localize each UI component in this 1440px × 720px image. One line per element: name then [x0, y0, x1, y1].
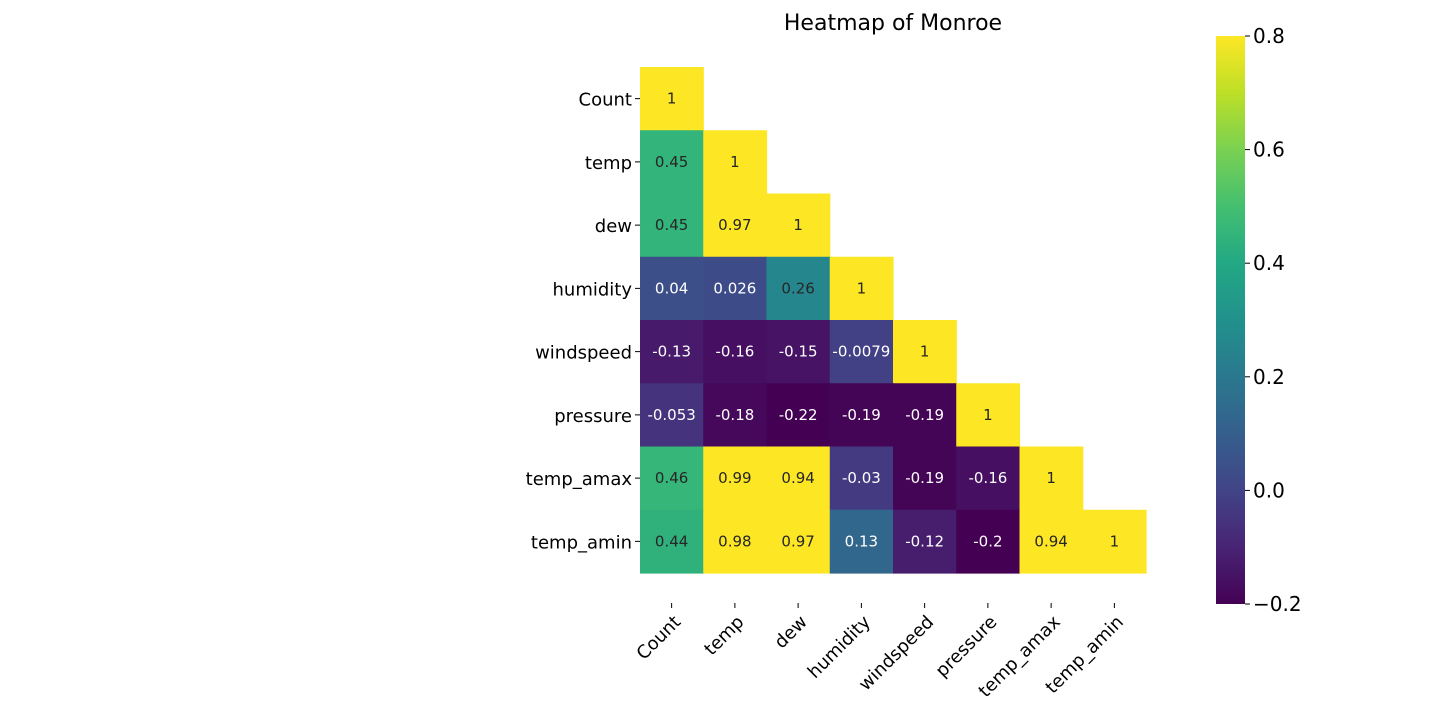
cell-value-label: -0.053: [647, 406, 695, 424]
colorbar-tick-label: 0.6: [1253, 138, 1285, 162]
cell-value-label: -0.16: [968, 469, 1007, 487]
heatmap-cell: [640, 446, 704, 511]
cell-value-label: 1: [1046, 469, 1056, 487]
heatmap-cell: [829, 256, 894, 321]
y-tick-label: temp_amax: [526, 469, 633, 490]
cell-value-label: -0.15: [779, 343, 818, 361]
cell-value-label: 0.026: [713, 279, 756, 297]
heatmap-cell: [640, 383, 704, 448]
cell-value-label: -0.13: [652, 343, 691, 361]
cell-value-label: -0.22: [779, 406, 818, 424]
cell-value-label: -0.19: [905, 469, 944, 487]
heatmap-cell: [640, 67, 704, 131]
heatmap-cell: [893, 446, 957, 511]
y-tick-label: temp_amin: [531, 532, 632, 553]
heatmap-cell: [703, 446, 768, 511]
heatmap-cell: [703, 130, 768, 195]
cell-value-label: 0.94: [781, 469, 814, 487]
heatmap-cell: [1019, 446, 1084, 511]
heatmap-cell: [640, 320, 704, 384]
cell-value-label: -0.2: [973, 532, 1002, 550]
cell-value-label: 1: [983, 406, 993, 424]
y-tick-label: Count: [579, 90, 632, 111]
cell-value-label: 1: [730, 153, 740, 171]
cell-value-label: 0.99: [718, 469, 751, 487]
heatmap-cell: [956, 509, 1021, 574]
heatmap-cell: [703, 509, 768, 574]
heatmap-cell: [766, 320, 831, 384]
cell-value-label: 0.97: [718, 216, 751, 234]
colorbar: 0.8 0.6 0.4 0.2 0.0 −0.2: [1216, 24, 1302, 616]
heatmap-cell: [1082, 509, 1147, 574]
heatmap-cell: [640, 130, 704, 195]
cell-value-label: 0.97: [781, 532, 814, 550]
heatmap-cells: 1 0.45 1 0.45 0.97 1 0.04 0.026 0.26 1 -0.13 -0.16 -…: [640, 67, 1147, 574]
cell-value-label: 0.45: [655, 216, 688, 234]
colorbar-tick-label: 0.4: [1253, 251, 1285, 275]
y-tick-label: humidity: [553, 279, 633, 300]
cell-value-label: -0.16: [715, 343, 754, 361]
heatmap-cell: [703, 320, 768, 384]
heatmap-cell: [956, 446, 1021, 511]
cell-value-label: 0.13: [845, 532, 878, 550]
heatmap-cell: [766, 383, 831, 448]
heatmap-cell: [766, 193, 831, 258]
colorbar-gradient: [1216, 36, 1245, 604]
y-tick-label: pressure: [554, 406, 632, 427]
cell-value-label: 1: [920, 343, 930, 361]
cell-value-label: -0.12: [905, 532, 944, 550]
colorbar-tick-label: 0.0: [1253, 478, 1285, 502]
x-axis: Count temp dewhumiditywindspeedpressuretem…: [633, 603, 1128, 702]
heatmap-cell: [1019, 509, 1084, 574]
heatmap-cell: [640, 193, 704, 258]
heatmap-cell: [703, 193, 768, 258]
heatmap-cell: [703, 383, 768, 448]
cell-value-label: 1: [857, 279, 867, 297]
heatmap-cell: [829, 320, 894, 384]
heatmap-cell: [829, 446, 894, 511]
chart-title: Heatmap of Monroe: [784, 11, 1002, 36]
cell-value-label: -0.0079: [832, 343, 890, 361]
heatmap-cell: [766, 256, 831, 321]
cell-value-label: 0.94: [1034, 532, 1067, 550]
heatmap-cell: [766, 446, 831, 511]
heatmap-cell: [829, 383, 894, 448]
heatmap-cell: [703, 256, 768, 321]
y-tick-label: temp: [585, 153, 632, 174]
heatmap-cell: [829, 509, 894, 574]
cell-value-label: 1: [667, 90, 677, 108]
cell-value-label: 0.26: [781, 279, 814, 297]
cell-value-label: 0.44: [655, 532, 688, 550]
x-tick-label: Count: [633, 612, 686, 665]
cell-value-label: -0.19: [842, 406, 881, 424]
cell-value-label: 1: [793, 216, 803, 234]
heatmap-cell: [640, 256, 704, 321]
heatmap-cell: [893, 383, 957, 448]
heatmap-cell: [893, 509, 957, 574]
colorbar-tick-label: 0.8: [1253, 24, 1285, 48]
x-tick-label: dew: [770, 612, 811, 653]
heatmap-cell: [956, 383, 1021, 448]
heatmap-cell: [640, 509, 704, 574]
cell-value-label: 0.98: [718, 532, 751, 550]
heatmap-cell: [893, 320, 957, 384]
cell-value-label: -0.18: [715, 406, 754, 424]
cell-value-label: 0.45: [655, 153, 688, 171]
cell-value-label: -0.19: [905, 406, 944, 424]
y-axis: Count temp dew humidity windspeed pressure tem…: [526, 90, 640, 553]
y-tick-label: dew: [595, 216, 632, 237]
colorbar-tick-label: −0.2: [1253, 592, 1302, 616]
cell-value-label: -0.03: [842, 469, 881, 487]
x-tick-label: temp: [700, 612, 748, 660]
cell-value-label: 0.04: [655, 279, 688, 297]
heatmap-cell: [766, 509, 831, 574]
colorbar-tick-label: 0.2: [1253, 365, 1285, 389]
cell-value-label: 0.46: [655, 469, 688, 487]
cell-value-label: 1: [1110, 532, 1120, 550]
y-tick-label: windspeed: [535, 343, 632, 364]
